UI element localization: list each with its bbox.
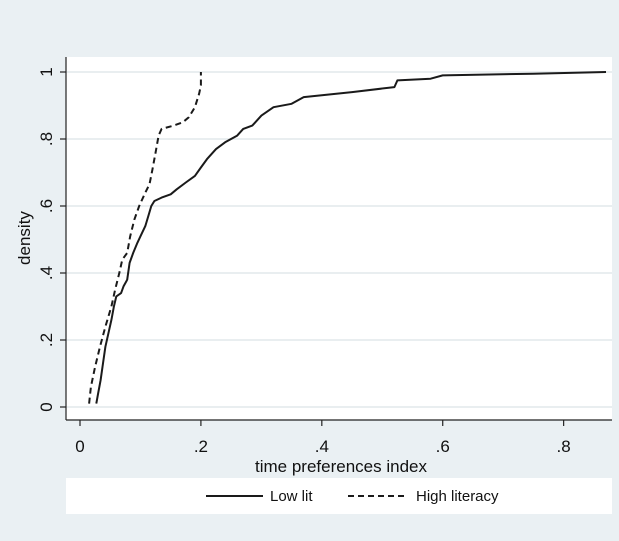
plot-area — [66, 57, 612, 420]
series-lines — [88, 71, 607, 404]
legend-label-high-literacy: High literacy — [416, 488, 499, 505]
x-tick-label: 0 — [75, 437, 84, 456]
tick-labels: 0 .2 .4 .6 .8 1 0 .2 .4 .6 .8 — [37, 67, 571, 456]
y-tick-label: .8 — [37, 132, 56, 146]
x-tick-label: .8 — [557, 437, 571, 456]
legend-label-low-lit: Low lit — [270, 488, 313, 505]
y-tick-label: 0 — [37, 402, 56, 411]
axes — [60, 57, 612, 426]
x-tick-label: .6 — [436, 437, 450, 456]
x-axis-title: time preferences index — [255, 457, 427, 476]
y-axis-title: density — [15, 211, 34, 265]
y-tick-label: .2 — [37, 333, 56, 347]
y-tick-label: 1 — [37, 67, 56, 76]
series-line-low-lit — [95, 71, 607, 404]
y-tick-label: .6 — [37, 199, 56, 213]
series-line-high-literacy — [88, 72, 202, 404]
legend-box — [66, 478, 612, 514]
legend: Low lit High literacy — [66, 478, 612, 514]
x-tick-label: .4 — [315, 437, 329, 456]
x-tick-label: .2 — [194, 437, 208, 456]
y-tick-label: .4 — [37, 266, 56, 280]
